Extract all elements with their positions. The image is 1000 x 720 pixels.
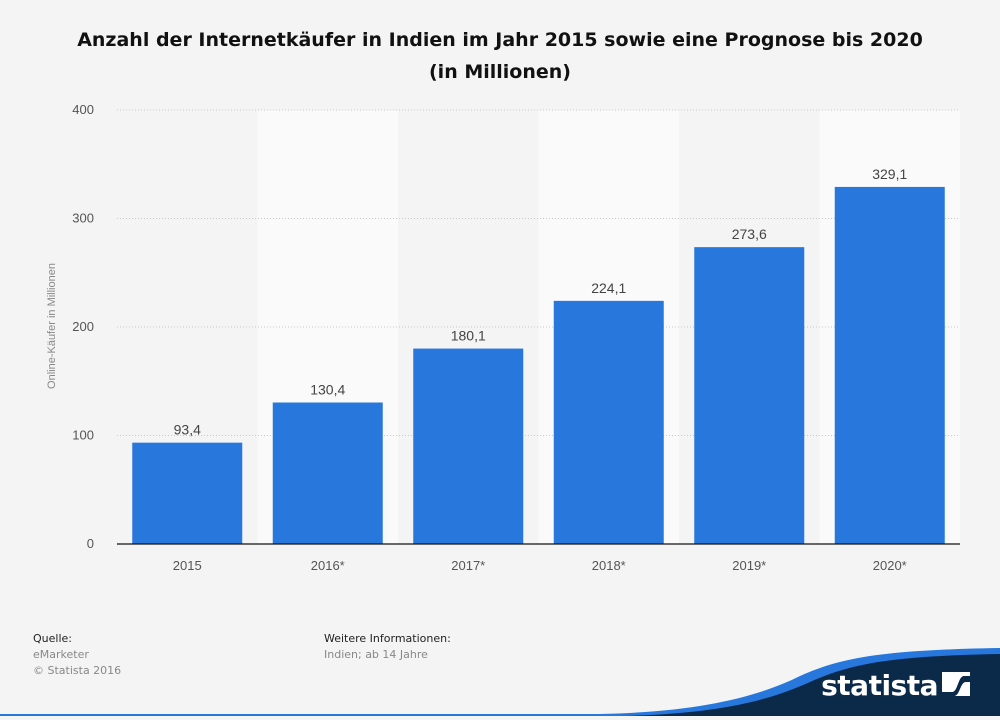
- bar: [132, 442, 243, 544]
- copyright-line: © Statista 2016: [33, 664, 122, 677]
- data-label: 180,1: [451, 328, 486, 344]
- y-tick-label: 400: [72, 102, 94, 117]
- info-block: Weitere Informationen: Indien; ab 14 Jah…: [324, 631, 451, 663]
- bar: [834, 186, 945, 544]
- y-tick-label: 200: [72, 319, 94, 334]
- data-label: 224,1: [591, 280, 626, 296]
- x-tick-label: 2015: [173, 558, 202, 573]
- x-tick-label: 2018*: [592, 558, 626, 573]
- bar: [553, 300, 664, 544]
- y-tick-label: 100: [72, 428, 94, 443]
- chart-title: Anzahl der Internetkäufer in Indien im J…: [77, 29, 923, 83]
- data-label: 93,4: [174, 422, 201, 438]
- x-tick-label: 2017*: [451, 558, 485, 573]
- source-block: Quelle: eMarketer © Statista 2016: [33, 631, 121, 679]
- info-heading: Weitere Informationen:: [324, 632, 451, 645]
- bar-chart: 0 100 200 300 400 93,4 2015 130,4 2016* 180,1 2017…: [72, 102, 960, 573]
- y-axis-label: Online-Käufer in Millionen: [46, 263, 58, 389]
- source-heading: Quelle:: [33, 632, 72, 645]
- y-tick-label: 0: [87, 536, 94, 551]
- statista-logo-text: statista: [821, 669, 938, 702]
- y-tick-label: 300: [72, 211, 94, 226]
- data-label: 329,1: [872, 166, 907, 182]
- x-tick-label: 2020*: [873, 558, 907, 573]
- data-label: 273,6: [732, 226, 767, 242]
- brand-wave: [0, 648, 1000, 716]
- bar: [694, 247, 805, 545]
- bar: [413, 348, 524, 544]
- x-tick-label: 2019*: [732, 558, 766, 573]
- data-label: 130,4: [310, 382, 345, 398]
- info-line: Indien; ab 14 Jahre: [324, 648, 428, 661]
- x-tick-label: 2016*: [311, 558, 345, 573]
- statista-logo-icon: [942, 672, 970, 696]
- brand-banner: statista: [0, 630, 1000, 716]
- source-line: eMarketer: [33, 648, 89, 661]
- bar: [272, 402, 383, 544]
